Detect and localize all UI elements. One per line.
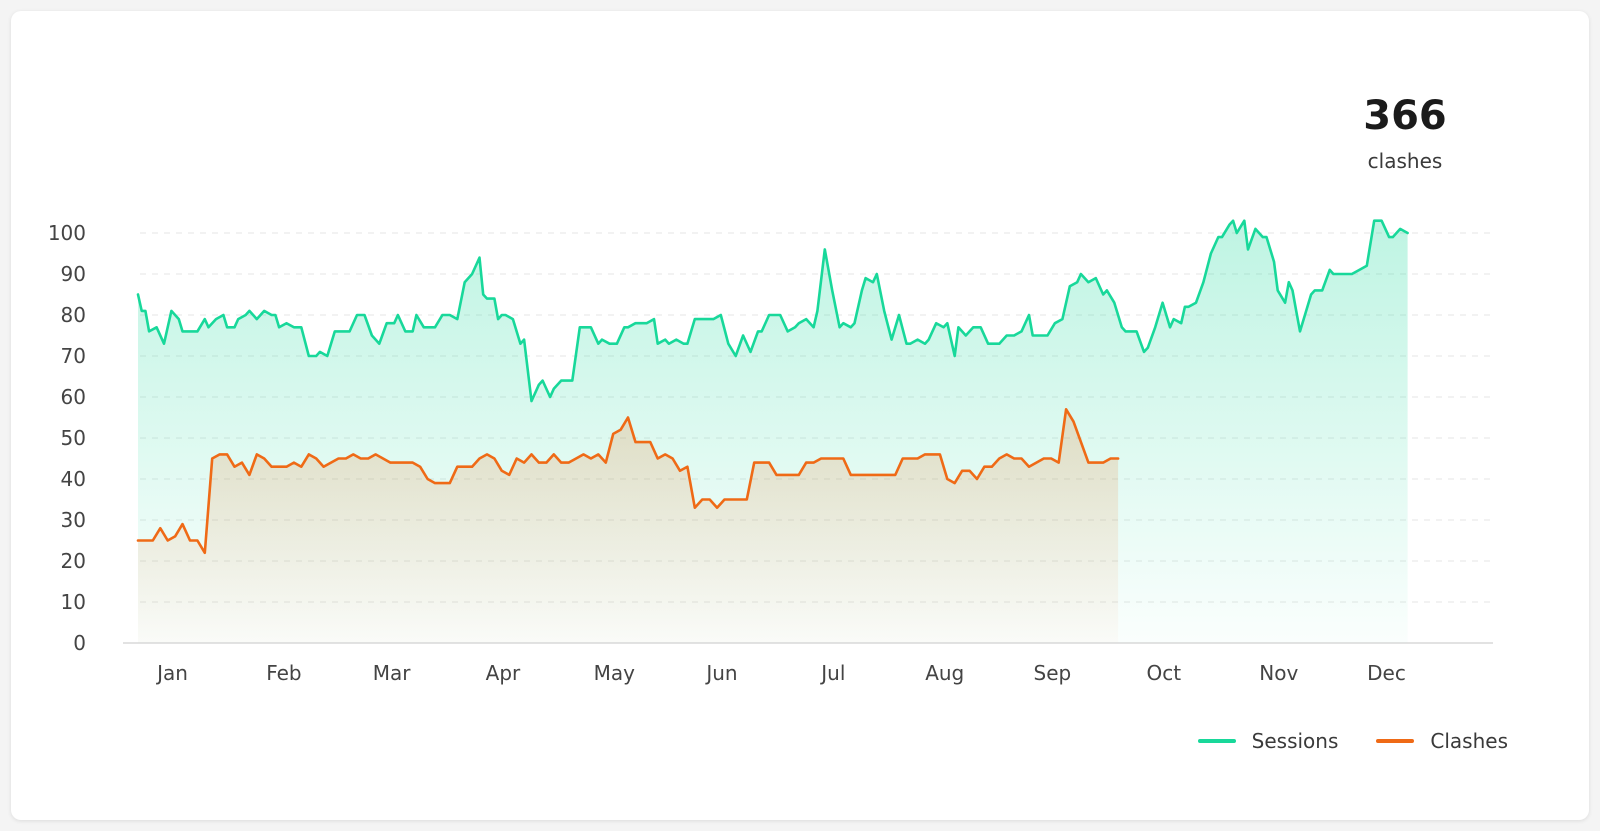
legend-item-sessions: Sessions	[1197, 729, 1339, 753]
chart-card: 366 clashes 0 10 20 30 40 50 60 70 80 90 100 Jan Feb…	[11, 11, 1589, 820]
x-tick-label: Oct	[1146, 661, 1181, 685]
y-tick-label: 30	[61, 508, 86, 532]
y-tick-label: 50	[61, 426, 86, 450]
x-tick-label: Sep	[1034, 661, 1072, 685]
y-tick-label: 20	[61, 549, 86, 573]
x-tick-label: May	[594, 661, 636, 685]
line-layer	[136, 219, 1409, 555]
y-tick-label: 60	[61, 385, 86, 409]
x-tick-label: Feb	[266, 661, 301, 685]
x-tick-label: Jan	[155, 661, 188, 685]
legend-swatch-clashes	[1376, 739, 1415, 743]
chart-svg: 0 10 20 30 40 50 60 70 80 90 100 Jan Feb Mar Apr May Jun…	[48, 219, 1493, 685]
sessions-line	[136, 219, 1409, 403]
x-tick-label: Mar	[373, 661, 412, 685]
y-tick-label: 10	[61, 590, 86, 614]
clashes-line	[136, 408, 1120, 555]
kpi-value: 366	[1363, 93, 1447, 139]
legend-item-clashes: Clashes	[1376, 729, 1508, 753]
y-tick-label: 0	[73, 631, 86, 655]
legend-label-sessions: Sessions	[1251, 729, 1339, 753]
legend-label-clashes: Clashes	[1430, 729, 1508, 753]
x-tick-label: Apr	[486, 661, 521, 685]
kpi-label: clashes	[1367, 149, 1443, 173]
y-tick-label: 70	[61, 344, 86, 368]
y-tick-label: 80	[61, 303, 86, 327]
x-tick-label: Dec	[1367, 661, 1406, 685]
y-tick-label: 100	[48, 221, 86, 245]
x-tick-label: Jul	[819, 661, 845, 685]
legend-swatch-sessions	[1197, 739, 1236, 743]
y-tick-label: 90	[61, 262, 86, 286]
x-tick-label: Jun	[704, 661, 737, 685]
legend: Sessions Clashes	[1197, 729, 1508, 753]
axis-layer: 0 10 20 30 40 50 60 70 80 90 100 Jan Feb Mar Apr May Jun…	[48, 221, 1493, 685]
x-tick-label: Nov	[1259, 661, 1298, 685]
kpi-summary: 366 clashes	[1335, 96, 1475, 173]
area-layer	[138, 220, 1408, 643]
clashes-area	[138, 409, 1119, 643]
x-tick-label: Aug	[925, 661, 964, 685]
y-tick-label: 40	[61, 467, 86, 491]
